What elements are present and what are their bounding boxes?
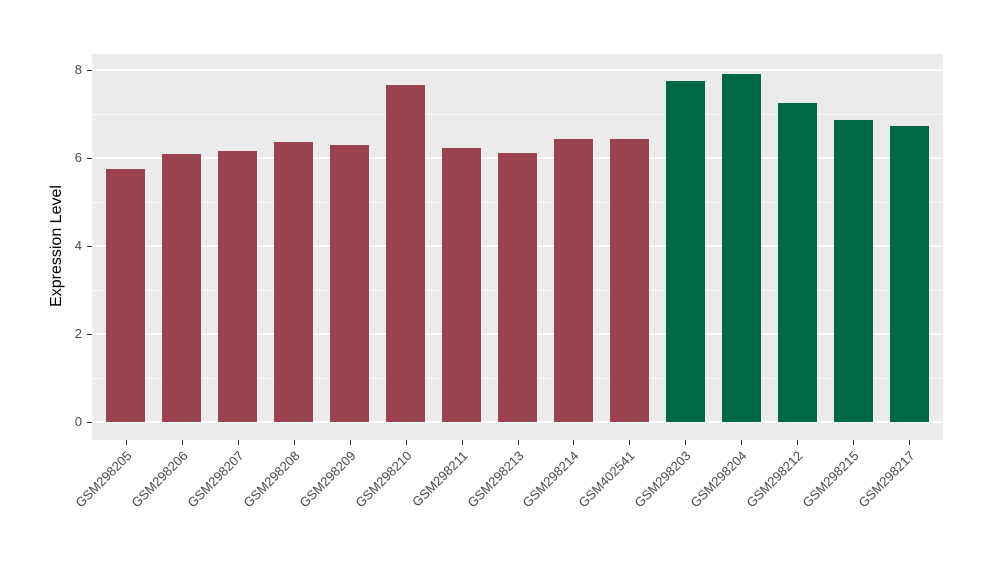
x-tick-label-GSM298214: GSM298214 [519,448,583,511]
bar-GSM298209 [329,144,370,422]
x-tick-label-GSM298205: GSM298205 [71,448,135,511]
bar-GSM298205 [105,168,146,422]
y-tick-label: 8 [74,62,82,77]
x-tick-label-GSM298212: GSM298212 [743,448,807,511]
bar-GSM298204 [721,73,762,422]
gridline-major [92,69,943,71]
gridline-minor [92,114,943,115]
bar-GSM298212 [777,103,818,422]
x-tick-mark [741,440,743,445]
x-tick-mark [293,440,295,445]
x-tick-mark [909,440,911,445]
y-tick-mark [87,158,92,159]
x-tick-mark [629,440,631,445]
y-tick-mark [87,70,92,71]
x-tick-label-GSM298207: GSM298207 [183,448,247,511]
x-tick-label-GSM298208: GSM298208 [239,448,303,511]
bar-GSM298208 [273,141,314,422]
bar-GSM298207 [217,150,258,422]
plot-panel [92,54,943,440]
bar-GSM298214 [553,139,594,422]
y-tick-label: 6 [74,150,82,165]
bar-GSM298203 [665,80,706,422]
y-tick-label: 0 [74,414,82,429]
x-tick-mark [853,440,855,445]
x-tick-mark [181,440,183,445]
bar-GSM298211 [441,147,482,422]
x-tick-label-GSM298211: GSM298211 [408,448,471,510]
x-tick-mark [573,440,575,445]
x-tick-label-GSM298204: GSM298204 [687,448,751,511]
y-tick-label: 4 [74,238,82,253]
x-tick-label-GSM298217: GSM298217 [855,448,919,511]
x-tick-mark [237,440,239,445]
y-tick-mark [87,334,92,335]
x-tick-label-GSM298209: GSM298209 [295,448,359,511]
x-tick-label-GSM298210: GSM298210 [351,448,415,511]
bar-GSM298206 [161,153,202,422]
y-tick-label: 2 [74,326,82,341]
x-tick-label-GSM298203: GSM298203 [631,448,695,511]
gridline-major [92,421,943,423]
x-tick-mark [517,440,519,445]
x-tick-label-GSM298215: GSM298215 [799,448,863,511]
x-tick-label-GSM402541: GSM402541 [575,448,639,511]
y-tick-mark [87,246,92,247]
bar-GSM298217 [889,125,929,422]
x-tick-mark [461,440,463,445]
bar-GSM298215 [833,119,873,422]
x-tick-mark [405,440,407,445]
x-tick-mark [349,440,351,445]
bar-GSM298213 [497,153,538,422]
x-tick-mark [797,440,799,445]
x-tick-label-GSM298206: GSM298206 [127,448,191,511]
y-tick-mark [87,422,92,423]
x-tick-mark [685,440,687,445]
x-tick-mark [125,440,127,445]
x-tick-label-GSM298213: GSM298213 [463,448,527,511]
bar-GSM402541 [609,139,650,422]
bar-GSM298210 [385,84,426,422]
